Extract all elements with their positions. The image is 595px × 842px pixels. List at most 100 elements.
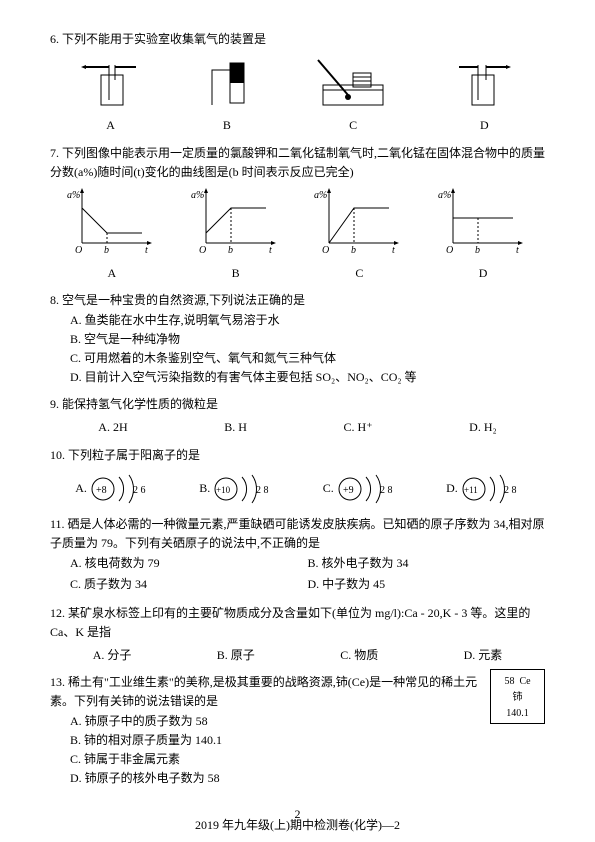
chart-b: a% O b t B <box>191 188 281 283</box>
q12-b: B. 原子 <box>217 646 255 665</box>
q10-atoms: A. +8 2 6 B. +10 2 8 C. +9 <box>50 471 545 507</box>
svg-text:+9: +9 <box>343 485 354 496</box>
page-number: 2 <box>295 807 301 822</box>
svg-text:t: t <box>145 245 148 256</box>
q9-b: B. H <box>224 418 247 437</box>
gas-bottle-d-icon <box>454 55 514 110</box>
ce-sym: Ce <box>519 676 530 687</box>
chart-label-c: C <box>314 264 404 283</box>
question-7: 7. 下列图像中能表示用一定质量的氯酸钾和二氧化锰制氧气时,二氧化锰在固体混合物… <box>50 144 545 284</box>
ylabel: a% <box>67 190 80 201</box>
curve-a-icon: a% O b t <box>67 188 157 258</box>
q7-text: 7. 下列图像中能表示用一定质量的氯酸钾和二氧化锰制氧气时,二氧化锰在固体混合物… <box>50 144 545 182</box>
svg-text:a%: a% <box>438 190 451 201</box>
label-b: B <box>202 116 252 135</box>
question-6: 6. 下列不能用于实验室收集氧气的装置是 A B <box>50 30 545 136</box>
atom-d: D. +11 2 8 <box>446 471 520 507</box>
chart-c: a% O b t C <box>314 188 404 283</box>
device-b: B <box>202 55 252 135</box>
q6-diagrams: A B C <box>50 55 545 135</box>
tube-b-icon <box>202 55 252 110</box>
question-11: 11. 硒是人体必需的一种微量元素,严重缺硒可能诱发皮肤疾病。已知硒的原子序数为… <box>50 515 545 596</box>
q13-a: A. 铈原子中的质子数为 58 <box>70 712 545 731</box>
atom-c-icon: +9 2 8 <box>336 471 396 507</box>
q10-text: 10. 下列粒子属于阳离子的是 <box>50 446 545 465</box>
svg-text:a%: a% <box>314 190 327 201</box>
atom-a-icon: +8 2 6 <box>89 471 149 507</box>
ce-name: 铈 <box>495 690 540 706</box>
chart-label-a: A <box>67 264 157 283</box>
chart-d: a% O b t D <box>438 188 528 283</box>
chart-a: a% O b t A <box>67 188 157 283</box>
curve-b-icon: a% O b t <box>191 188 281 258</box>
q13-text: 13. 稀土有"工业维生素"的美称,是极其重要的战略资源,铈(Ce)是一种常见的… <box>50 673 545 711</box>
svg-text:2 8: 2 8 <box>504 485 517 496</box>
svg-text:+8: +8 <box>96 485 107 496</box>
svg-text:+10: +10 <box>216 485 231 495</box>
curve-d-icon: a% O b t <box>438 188 528 258</box>
atom-b-icon: +10 2 8 <box>212 471 272 507</box>
q8-a: A. 鱼类能在水中生存,说明氧气易溶于水 <box>70 311 545 330</box>
gas-bottle-a-icon <box>81 55 141 110</box>
svg-text:O: O <box>199 245 206 256</box>
ce-num: 58 <box>504 676 514 687</box>
q9-d: D. H₂ <box>469 418 497 437</box>
q11-d: D. 中子数为 45 <box>308 575 546 594</box>
atom-c: C. +9 2 8 <box>323 471 396 507</box>
device-c: C <box>313 55 393 135</box>
q11-text: 11. 硒是人体必需的一种微量元素,严重缺硒可能诱发皮肤疾病。已知硒的原子序数为… <box>50 515 545 553</box>
ce-mass: 140.1 <box>495 706 540 722</box>
svg-text:b: b <box>228 245 233 256</box>
svg-text:2 6: 2 6 <box>133 485 146 496</box>
q12-c: C. 物质 <box>340 646 378 665</box>
label-d: D <box>454 116 514 135</box>
svg-text:O: O <box>322 245 329 256</box>
question-8: 8. 空气是一种宝贵的自然资源,下列说法正确的是 A. 鱼类能在水中生存,说明氧… <box>50 291 545 387</box>
svg-text:2 8: 2 8 <box>256 485 269 496</box>
element-box: 58 Ce 铈 140.1 <box>490 669 545 724</box>
q7-charts: a% O b t A a% O b t B <box>50 188 545 283</box>
svg-text:t: t <box>392 245 395 256</box>
label-a: A <box>81 116 141 135</box>
q9-a: A. 2H <box>98 418 127 437</box>
q8-d: D. 目前计入空气污染指数的有害气体主要包括 SO₂、NO₂、CO₂ 等 <box>70 368 545 387</box>
chart-label-b: B <box>191 264 281 283</box>
question-13: 58 Ce 铈 140.1 13. 稀土有"工业维生素"的美称,是极其重要的战略… <box>50 673 545 788</box>
atom-a: A. +8 2 6 <box>75 471 149 507</box>
question-9: 9. 能保持氢气化学性质的微粒是 A. 2H B. H C. H⁺ D. H₂ <box>50 395 545 437</box>
q6-text: 6. 下列不能用于实验室收集氧气的装置是 <box>50 30 545 49</box>
atom-d-icon: +11 2 8 <box>460 471 520 507</box>
svg-text:2 8: 2 8 <box>380 485 393 496</box>
curve-c-icon: a% O b t <box>314 188 404 258</box>
device-d: D <box>454 55 514 135</box>
q8-text: 8. 空气是一种宝贵的自然资源,下列说法正确的是 <box>50 291 545 310</box>
question-10: 10. 下列粒子属于阳离子的是 A. +8 2 6 B. +10 2 8 C <box>50 446 545 507</box>
svg-text:O: O <box>446 245 453 256</box>
svg-text:+11: +11 <box>464 485 478 495</box>
q13-d: D. 铈原子的核外电子数为 58 <box>70 769 545 788</box>
water-trough-c-icon <box>313 55 393 110</box>
q11-c: C. 质子数为 34 <box>70 575 308 594</box>
svg-text:a%: a% <box>191 190 204 201</box>
q8-c: C. 可用燃着的木条鉴别空气、氧气和氮气三种气体 <box>70 349 545 368</box>
q9-c: C. H⁺ <box>344 418 373 437</box>
svg-text:b: b <box>351 245 356 256</box>
svg-text:b: b <box>475 245 480 256</box>
svg-text:O: O <box>75 245 82 256</box>
label-c: C <box>313 116 393 135</box>
q11-a: A. 核电荷数为 79 <box>70 554 308 573</box>
q13-b: B. 铈的相对原子质量为 140.1 <box>70 731 545 750</box>
atom-a-label: A. <box>75 479 87 498</box>
question-12: 12. 某矿泉水标签上印有的主要矿物质成分及含量如下(单位为 mg/l):Ca … <box>50 604 545 666</box>
chart-label-d: D <box>438 264 528 283</box>
q9-text: 9. 能保持氢气化学性质的微粒是 <box>50 395 545 414</box>
q11-b: B. 核外电子数为 34 <box>308 554 546 573</box>
device-a: A <box>81 55 141 135</box>
atom-b: B. +10 2 8 <box>199 471 272 507</box>
q8-b: B. 空气是一种纯净物 <box>70 330 545 349</box>
q13-c: C. 铈属于非金属元素 <box>70 750 545 769</box>
atom-c-label: C. <box>323 479 334 498</box>
svg-text:t: t <box>516 245 519 256</box>
svg-text:b: b <box>104 245 109 256</box>
svg-text:t: t <box>269 245 272 256</box>
